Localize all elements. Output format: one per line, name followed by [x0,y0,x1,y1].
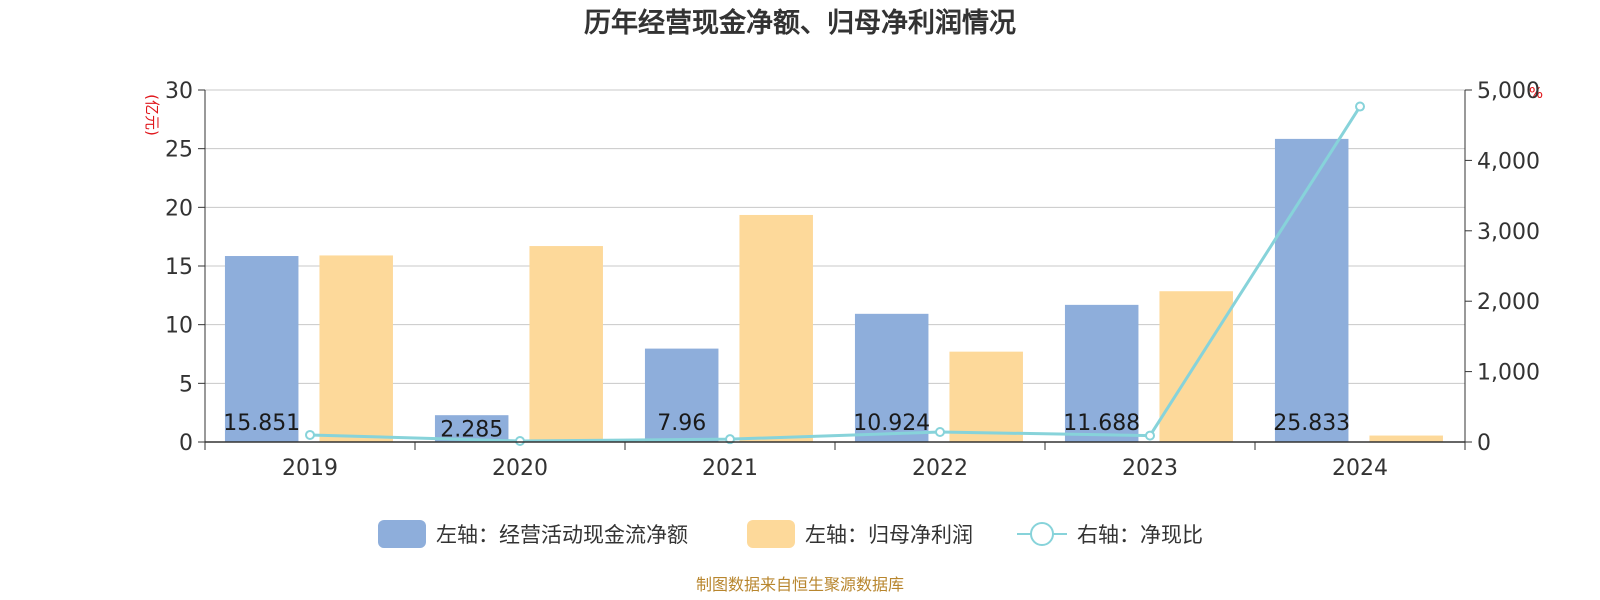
cash-flow-bar [1274,138,1349,442]
ratio-point [1145,430,1155,441]
legend-label: 左轴：归母净利润 [805,523,973,547]
left-axis-tick-label: 0 [179,431,193,456]
bars [224,138,1443,442]
ratio-point [935,427,945,438]
left-axis-tick-label: 15 [165,255,193,280]
cash-flow-bar [644,348,719,442]
net-profit-bar [529,246,603,442]
ratio-point [1355,101,1365,112]
x-axis-tick-label: 2024 [1332,456,1388,481]
legend-swatch [378,520,426,548]
legend-line-marker [1030,522,1054,546]
net-profit-bar [1159,291,1233,442]
left-axis-tick-label: 10 [165,314,193,339]
cash-flow-data-label: 25.833 [1273,411,1350,436]
left-axis-tick-label: 20 [165,196,193,221]
net-profit-bar [739,214,813,442]
cash-flow-data-label: 7.96 [657,411,706,436]
x-axis-tick-label: 2022 [912,456,968,481]
left-axis-tick-label: 30 [165,79,193,104]
ratio-line-series [305,101,1365,447]
legend: 左轴：经营活动现金流净额 左轴：归母净利润 右轴：净现比 [378,520,1203,548]
cash-flow-bar [854,313,929,442]
cash-flow-bar [224,256,299,442]
net-profit-bar [949,351,1023,442]
net-profit-bar [1369,435,1443,442]
cash-flow-bar [1064,304,1139,442]
right-axis-tick-label: 1,000 [1477,361,1540,386]
cash-flow-data-label: 11.688 [1063,411,1140,436]
right-axis-unit: % [1529,84,1543,102]
right-axis-tick-label: 5,000 [1477,79,1540,104]
cash-flow-data-label: 15.851 [223,411,300,436]
x-axis-tick-label: 2020 [492,456,548,481]
cash-flow-data-label: 10.924 [853,411,930,436]
ratio-point [725,434,735,445]
left-axis-unit: (亿元) [143,94,161,136]
right-axis-tick-label: 0 [1477,431,1491,456]
grid [205,89,1465,384]
x-axis-tick-label: 2023 [1122,456,1178,481]
legend-label: 左轴：经营活动现金流净额 [436,523,688,547]
cash-flow-data-label: 2.285 [440,418,503,443]
data-source: 制图数据来自恒生聚源数据库 [696,575,904,594]
left-axis-tick-label: 5 [179,372,193,397]
right-axis-tick-label: 3,000 [1477,220,1540,245]
right-axis-tick-label: 2,000 [1477,290,1540,315]
ratio-point [305,429,315,440]
x-axis-tick-label: 2019 [282,456,338,481]
net-profit-bar [319,255,393,442]
legend-swatch [747,520,795,548]
x-axis-tick-label: 2021 [702,456,758,481]
ratio-line [309,105,1362,443]
data-labels: 15.851 2.285 7.96 10.924 11.688 25.833 [223,411,1350,443]
axes: 0 5 10 15 20 25 30 0 1,000 2,000 3,000 4,000 5,000 20… [165,79,1540,481]
legend-label: 右轴：净现比 [1077,523,1203,547]
right-axis-tick-label: 4,000 [1477,149,1540,174]
left-axis-tick-label: 25 [165,138,193,163]
ratio-point [515,436,525,447]
chart-title: 历年经营现金净额、归母净利润情况 [584,7,1016,39]
